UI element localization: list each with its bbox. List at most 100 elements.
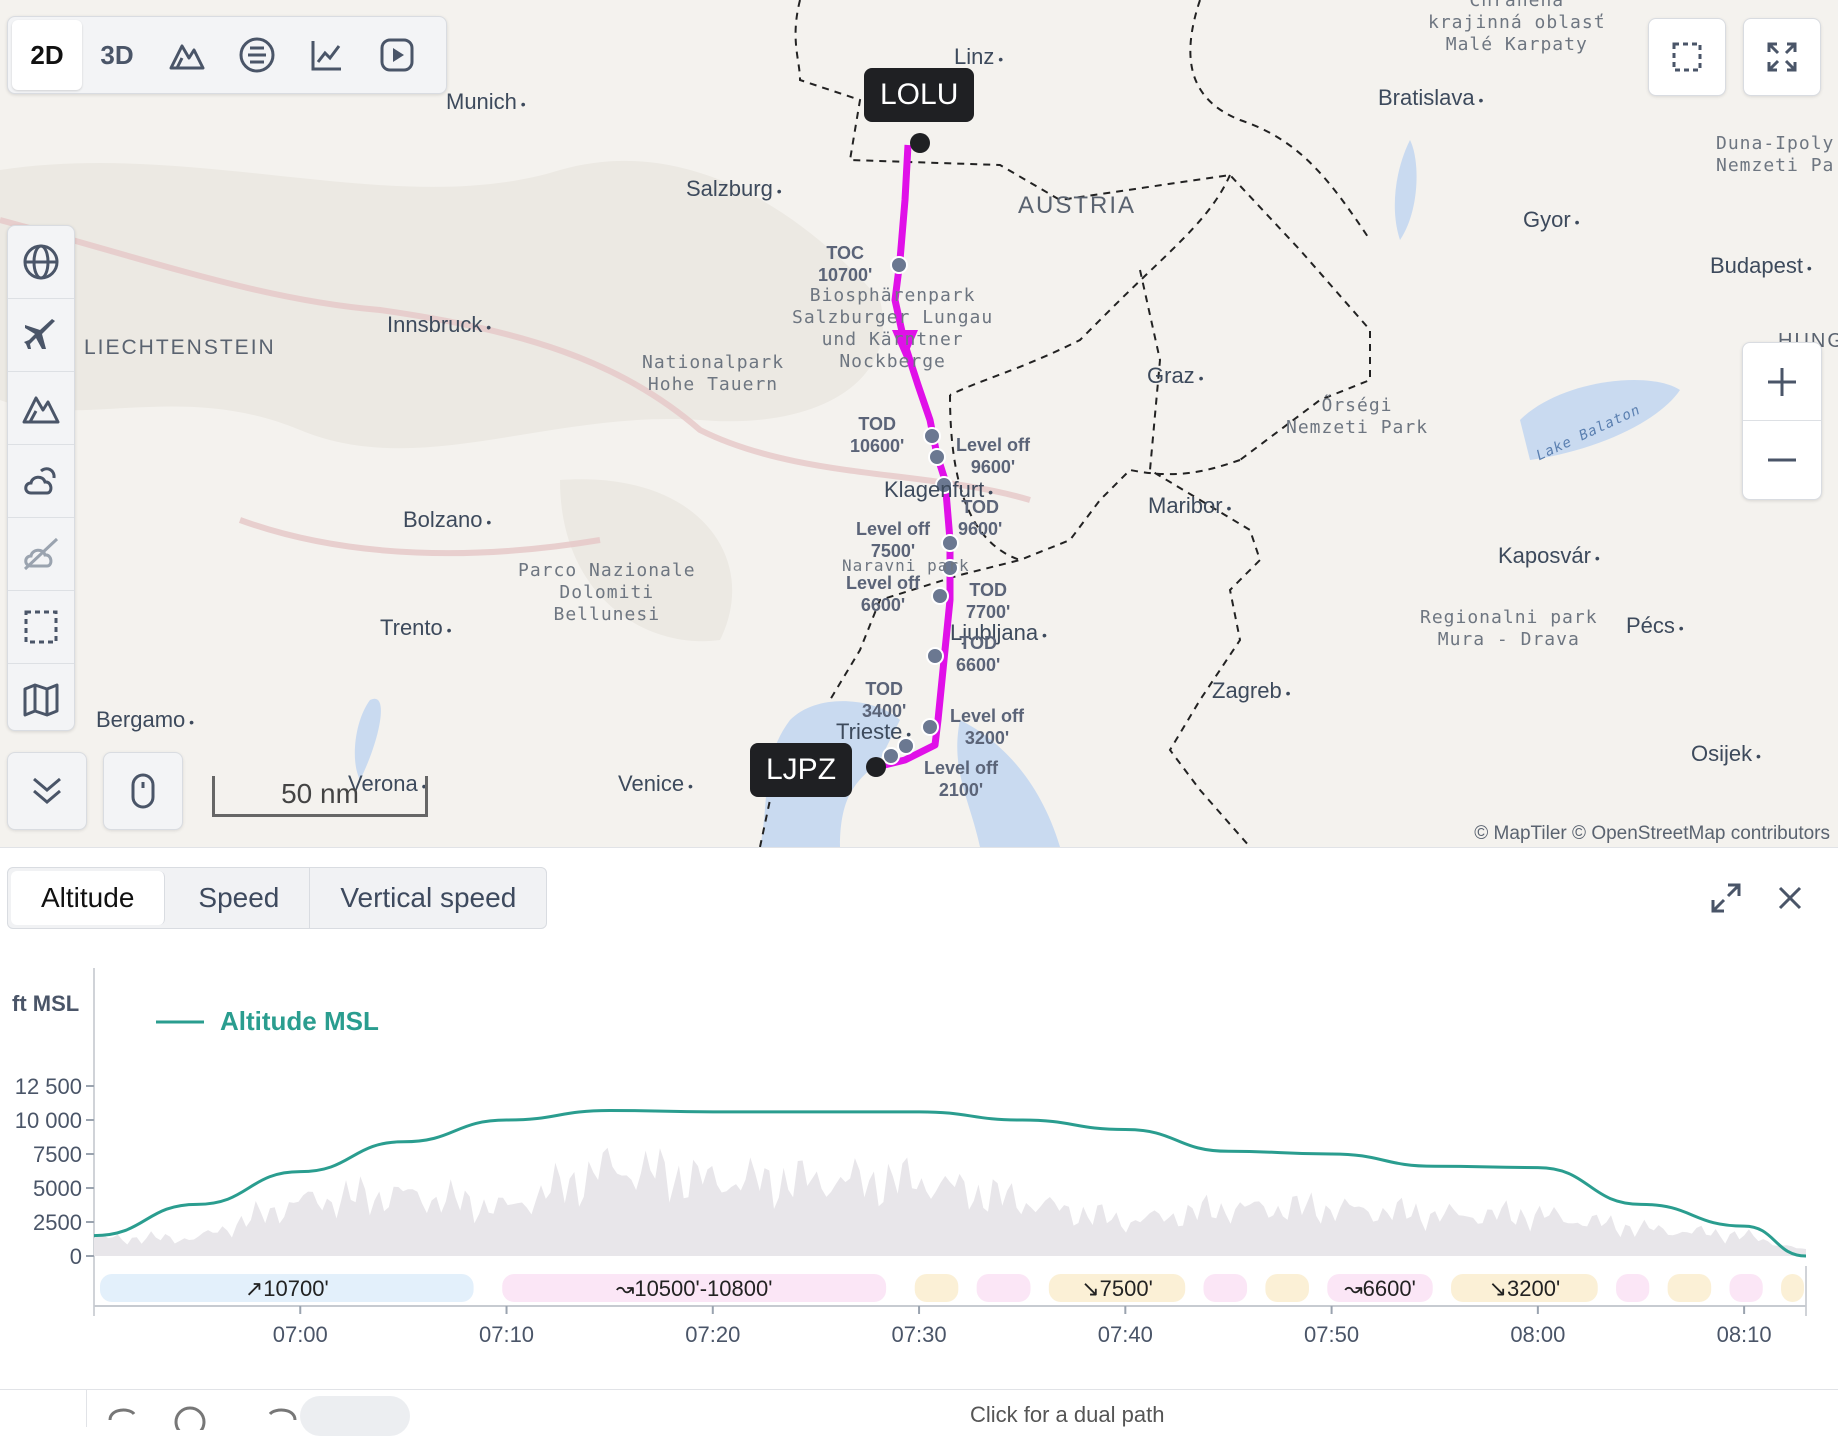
phase-band bbox=[1327, 1274, 1433, 1302]
city-label: Gyor bbox=[1523, 207, 1579, 233]
airport-layer-button[interactable] bbox=[8, 299, 74, 372]
close-panel-button[interactable] bbox=[1776, 884, 1804, 917]
city-label: Verona bbox=[348, 771, 427, 797]
y-tick-label: 12 500 bbox=[15, 1074, 82, 1099]
view-2d-button[interactable]: 2D bbox=[12, 20, 82, 90]
waypoint-label: Level off 7500' bbox=[856, 519, 931, 561]
footer-hint: Click for a dual path bbox=[970, 1402, 1165, 1427]
phase-band bbox=[1781, 1274, 1804, 1302]
play-icon[interactable] bbox=[362, 20, 432, 90]
city-label: Budapest bbox=[1710, 253, 1812, 279]
hidden-layer-button[interactable] bbox=[8, 518, 74, 591]
waypoint-label: Level off 2100' bbox=[924, 758, 999, 800]
zoom-out-button[interactable] bbox=[1743, 421, 1821, 498]
phase-band bbox=[1203, 1274, 1248, 1302]
expand-icon bbox=[1711, 883, 1741, 913]
altitude-profile-chart[interactable]: ft MSL 12 500 10 000 7500 5000 2500 0 Altitude … bbox=[0, 968, 1838, 1408]
city-label: Klagenfurt bbox=[884, 477, 993, 503]
phase-band bbox=[914, 1274, 959, 1302]
waypoint-label: Level off 9600' bbox=[956, 435, 1031, 477]
profile-icon[interactable] bbox=[0, 1390, 87, 1427]
mouse-mode-button[interactable] bbox=[103, 752, 183, 830]
chart-icon[interactable] bbox=[292, 20, 362, 90]
departure-airport-label[interactable]: LOLU bbox=[864, 68, 975, 122]
tab-altitude[interactable]: Altitude bbox=[11, 871, 166, 925]
view-3d-button[interactable]: 3D bbox=[100, 39, 134, 70]
collapse-button[interactable] bbox=[7, 752, 87, 830]
altitude-line bbox=[93, 1108, 1807, 1258]
pill-button[interactable] bbox=[300, 1396, 410, 1436]
expand-icon bbox=[1767, 42, 1797, 72]
undo-redo-icons bbox=[108, 1406, 297, 1430]
park-label: Duna-Ipoly Nemzeti Pa bbox=[1716, 133, 1835, 176]
globe-layer-button[interactable] bbox=[8, 226, 74, 299]
park-label: Biosphärenpark Salzburger Lungau und Kär… bbox=[792, 285, 994, 372]
bottom-toolbar: Click for a dual path bbox=[0, 1389, 1838, 1436]
mountain-icon bbox=[22, 396, 60, 424]
tab-speed[interactable]: Speed bbox=[168, 868, 311, 928]
phase-band bbox=[1265, 1274, 1309, 1302]
select-layer-button[interactable] bbox=[8, 591, 74, 664]
city-label: Kaposvár bbox=[1498, 543, 1600, 569]
expand-panel-button[interactable] bbox=[1710, 882, 1742, 919]
x-tick-label: 07:00 bbox=[273, 1322, 328, 1347]
waypoint-label: Level off 3200' bbox=[950, 706, 1025, 748]
legend-label: Altitude MSL bbox=[220, 1006, 379, 1036]
y-tick-label: 10 000 bbox=[15, 1108, 82, 1133]
city-label: Bergamo bbox=[96, 707, 194, 733]
city-label: Trieste bbox=[836, 719, 911, 745]
map-base bbox=[0, 0, 1680, 847]
tab-vertical-speed[interactable]: Vertical speed bbox=[340, 882, 517, 913]
phase-label: ↗10700' bbox=[245, 1276, 329, 1301]
x-tick-label: 07:40 bbox=[1098, 1322, 1153, 1347]
select-area-button[interactable] bbox=[1648, 18, 1726, 96]
plus-icon bbox=[1768, 367, 1796, 396]
phase-band bbox=[1729, 1274, 1763, 1302]
y-axis-label: ft MSL bbox=[12, 991, 79, 1016]
city-label: Trento bbox=[380, 615, 452, 641]
city-label: Graz bbox=[1147, 363, 1203, 389]
phase-band bbox=[1667, 1274, 1712, 1302]
arrival-airport-label[interactable]: LJPZ bbox=[750, 743, 853, 797]
list-icon[interactable] bbox=[222, 20, 292, 90]
city-label: Bratislava bbox=[1378, 85, 1483, 111]
map-attribution[interactable]: © MapTiler © OpenStreetMap contributors bbox=[1474, 823, 1830, 844]
phase-label: ↝6600' bbox=[1344, 1276, 1416, 1301]
mouse-icon bbox=[131, 773, 155, 809]
fullscreen-button[interactable] bbox=[1743, 18, 1821, 96]
profile-tabs: Altitude Speed Vertical speed bbox=[7, 867, 548, 929]
phase-band bbox=[1451, 1274, 1598, 1302]
terrain-icon[interactable] bbox=[152, 20, 222, 90]
waypoint-label: TOD 7700' bbox=[966, 580, 1011, 622]
x-tick-label: 07:10 bbox=[479, 1322, 534, 1347]
map-view[interactable]: Linz Munich Salzburg Bratislava Gyor Bud… bbox=[0, 0, 1838, 847]
minus-icon bbox=[1768, 458, 1796, 461]
city-label: Munich bbox=[446, 89, 526, 115]
close-icon bbox=[1778, 886, 1802, 910]
x-tick-label: 08:10 bbox=[1717, 1322, 1772, 1347]
zoom-in-button[interactable] bbox=[1743, 343, 1821, 421]
weather-layer-button[interactable] bbox=[8, 445, 74, 518]
globe-icon bbox=[23, 244, 59, 280]
park-label: Chránená krajinná oblasť Malé Karpaty bbox=[1428, 0, 1606, 55]
city-label: Osijek bbox=[1691, 741, 1761, 767]
city-label: Maribor bbox=[1148, 493, 1231, 519]
phase-band bbox=[976, 1274, 1031, 1302]
y-tick-label: 5000 bbox=[33, 1176, 82, 1201]
profile-panel: Altitude Speed Vertical speed ft MSL 12 5… bbox=[0, 847, 1838, 1427]
waypoint-label: TOD 3400' bbox=[862, 679, 907, 721]
phase-label: ↘3200' bbox=[1489, 1276, 1561, 1301]
country-label: AUSTRIA bbox=[1018, 192, 1137, 219]
scale-label: 50 nm bbox=[281, 778, 359, 809]
layer-toolbar bbox=[7, 225, 75, 731]
city-label: Venice bbox=[618, 771, 693, 797]
park-label: Regionalni park Mura - Drava bbox=[1420, 607, 1598, 650]
waypoint-label: TOD 9600' bbox=[958, 497, 1003, 539]
y-tick-label: 0 bbox=[70, 1244, 82, 1269]
view-toolbar: 2D 3D bbox=[7, 16, 447, 94]
phase-label: ↘7500' bbox=[1081, 1276, 1153, 1301]
terrain-layer-button[interactable] bbox=[8, 372, 74, 445]
scale-bar: 50 nm bbox=[212, 776, 428, 817]
map-style-button[interactable] bbox=[8, 664, 74, 736]
park-label: Nationalpark Hohe Tauern bbox=[642, 352, 785, 395]
